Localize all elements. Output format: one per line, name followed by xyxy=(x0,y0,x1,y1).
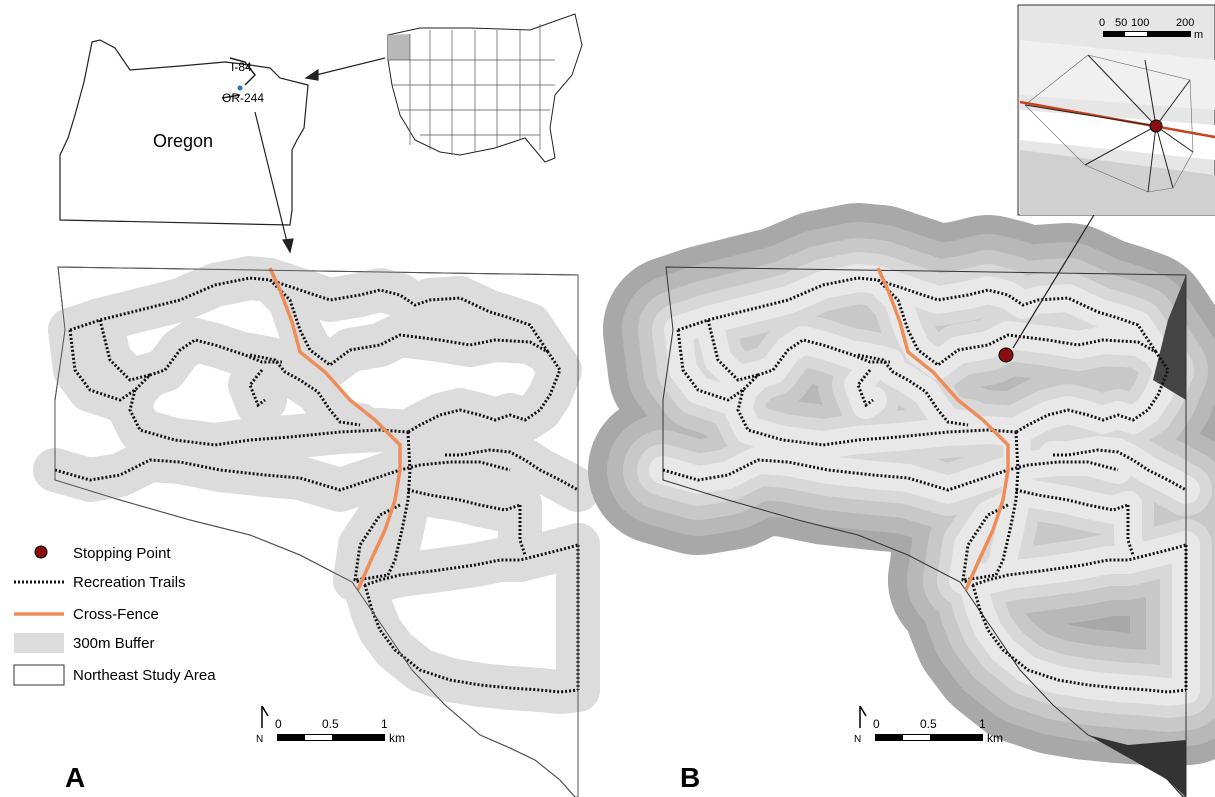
us-inset xyxy=(387,13,583,163)
site-marker xyxy=(237,85,243,91)
panel-label-b: B xyxy=(680,762,700,793)
legend-label: Recreation Trails xyxy=(73,574,186,591)
scale-unit-label: km xyxy=(987,731,1003,745)
scale-tick-label: 0 xyxy=(873,717,880,731)
meter-scalebar: 0 50 100 200 m xyxy=(1099,17,1203,41)
stop-point-marker xyxy=(998,347,1014,363)
oregon-inset: Oregon I-84 OR-244 xyxy=(59,39,309,226)
scale-tick-label: 200 xyxy=(1176,17,1194,29)
legend-buffer-symbol xyxy=(14,633,64,653)
oregon-outline xyxy=(59,39,309,226)
legend-stop-symbol xyxy=(34,545,48,559)
state-label: Oregon xyxy=(153,131,213,151)
scale-tick-label: 50 xyxy=(1115,17,1127,29)
legend-label: 300m Buffer xyxy=(73,635,154,652)
scale-tick-label: 1 xyxy=(979,717,986,731)
dark-region xyxy=(1153,275,1186,400)
dark-region xyxy=(1088,735,1186,797)
north-arrow-label: N xyxy=(256,734,263,745)
map-panel-b xyxy=(663,267,1186,797)
scale-tick-label: 1 xyxy=(381,717,388,731)
scale-unit-label: km xyxy=(389,731,405,745)
legend: Stopping Point Recreation Trails Cross-F… xyxy=(13,545,216,686)
stop-point-marker xyxy=(1149,119,1163,133)
highway-line xyxy=(221,94,241,99)
oregon-highlight xyxy=(388,34,410,60)
legend-label: Stopping Point xyxy=(73,545,171,562)
legend-study-area-symbol xyxy=(13,664,65,686)
scale-tick-label: 0.5 xyxy=(322,717,339,731)
legend-label: Cross-Fence xyxy=(73,606,159,623)
north-arrow-label: N xyxy=(854,734,861,745)
us-outline xyxy=(387,13,583,163)
scale-tick-label: 0 xyxy=(1099,17,1105,29)
highway-label: I-84 xyxy=(231,60,252,74)
panel-label-a: A xyxy=(65,762,85,793)
map-panel-a xyxy=(55,267,578,797)
km-scalebar-b: N 0 0.5 1 km xyxy=(854,705,1003,745)
highway-label: OR-244 xyxy=(222,91,264,105)
scale-unit-label: m xyxy=(1194,29,1203,41)
highway-line xyxy=(229,57,256,86)
zoom-inset xyxy=(1017,4,1215,216)
state-borders xyxy=(388,24,555,155)
km-scalebar-a: N 0 0.5 1 km xyxy=(256,705,405,745)
scale-tick-label: 100 xyxy=(1131,17,1149,29)
scale-tick-label: 0 xyxy=(275,717,282,731)
legend-label: Northeast Study Area xyxy=(73,667,216,684)
scale-tick-label: 0.5 xyxy=(920,717,937,731)
